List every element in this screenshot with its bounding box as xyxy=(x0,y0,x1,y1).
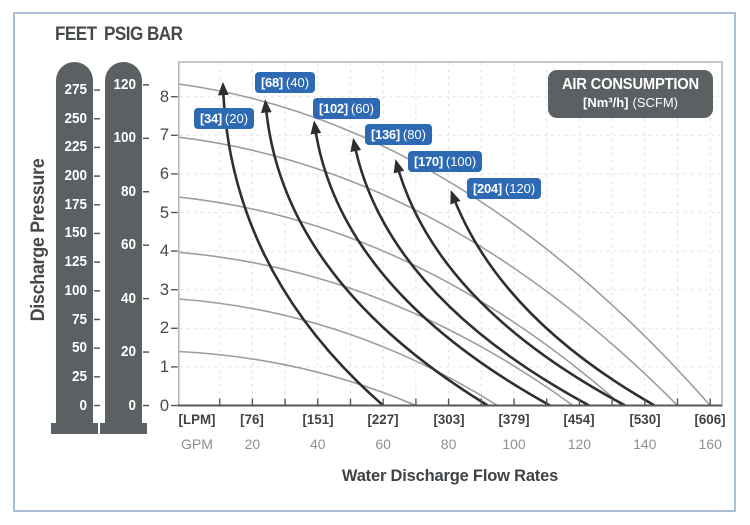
air-label-nm3h: [204] xyxy=(473,181,502,196)
air-label-badge: [34] (20) xyxy=(194,108,255,129)
scale-header-psig: PSIG xyxy=(104,24,143,45)
psig-scale-label: 120 xyxy=(113,75,136,93)
air-label-badge: [170] (100) xyxy=(408,151,483,172)
air-label-scfm: (60) xyxy=(350,101,374,116)
air-consumption-curve xyxy=(350,137,590,407)
air-consumption-curve xyxy=(393,159,626,407)
feet-scale-label: 200 xyxy=(64,167,87,185)
pressure-curve xyxy=(178,83,711,407)
legend-units-nm3h: [Nm³/h] xyxy=(583,95,629,110)
bar-axis-label: 5 xyxy=(159,203,169,222)
air-label-nm3h: [170] xyxy=(414,154,443,169)
feet-scale-label: 75 xyxy=(71,310,87,328)
pressure-curve xyxy=(178,136,679,407)
air-consumption-curve xyxy=(310,120,551,407)
psig-scale-bar xyxy=(105,62,142,423)
air-label-nm3h: [34] xyxy=(200,111,222,126)
bar-axis-label: 6 xyxy=(159,164,169,183)
feet-scale-label: 50 xyxy=(71,339,87,357)
bar-axis-label: 0 xyxy=(159,396,169,415)
air-label-nm3h: [136] xyxy=(371,127,400,142)
legend-units: [Nm³/h] (SCFM) xyxy=(548,95,713,110)
psig-scale-label: 40 xyxy=(120,289,136,307)
psig-scale-label: 100 xyxy=(113,129,136,147)
x-axis-label-gpm: 40 xyxy=(310,436,326,452)
x-axis-label-lpm: [303] xyxy=(433,411,465,427)
feet-scale-label: 125 xyxy=(64,253,87,271)
feet-scale-bar xyxy=(56,62,93,423)
psig-scale-label: 80 xyxy=(120,182,136,200)
feet-scale-label: 175 xyxy=(64,195,87,213)
pressure-curve xyxy=(178,350,417,407)
bar-axis-label: 3 xyxy=(159,280,169,299)
x-axis-label-lpm: [454] xyxy=(563,411,595,427)
legend-units-scfm: (SCFM) xyxy=(632,95,679,110)
air-consumption-curve xyxy=(217,81,385,407)
x-axis-label-gpm: 60 xyxy=(375,436,391,452)
feet-scale-label: 25 xyxy=(71,367,87,385)
x-axis-label-lpm: [379] xyxy=(498,411,530,427)
feet-scale-label: 225 xyxy=(64,138,87,156)
bar-axis-label: 1 xyxy=(159,357,169,376)
legend-title: AIR CONSUMPTION xyxy=(561,76,700,93)
feet-scale-label: 250 xyxy=(64,109,87,127)
air-label-scfm: (40) xyxy=(285,75,310,90)
bar-axis-label: 2 xyxy=(159,319,169,338)
x-axis-label-lpm: [76] xyxy=(240,411,265,427)
bar-axis-label: 7 xyxy=(159,126,169,145)
x-axis-label-gpm: 120 xyxy=(567,436,592,452)
pressure-curve xyxy=(178,196,623,407)
feet-scale-label: 275 xyxy=(64,81,87,99)
feet-scale-label: 150 xyxy=(64,224,87,242)
psig-scale-label: 0 xyxy=(128,396,136,414)
x-axis-label-lpm: [530] xyxy=(629,411,661,427)
psig-scale-label: 20 xyxy=(120,343,136,361)
air-label-nm3h: [68] xyxy=(261,75,283,90)
feet-scale-label: 0 xyxy=(79,396,87,414)
x-axis-label-lpm: [227] xyxy=(367,411,399,427)
air-label-nm3h: [102] xyxy=(319,101,348,116)
air-label-badge: [102] (60) xyxy=(313,98,380,119)
air-label-scfm: (120) xyxy=(504,181,536,196)
air-label-badge: [136] (80) xyxy=(365,124,432,145)
feet-scale-label: 100 xyxy=(64,281,87,299)
x-axis-label-lpm: [606] xyxy=(694,411,726,427)
air-consumption-legend: AIR CONSUMPTION [Nm³/h] (SCFM) xyxy=(548,70,713,118)
air-consumption-curve xyxy=(260,99,489,407)
psig-scale-label: 60 xyxy=(120,236,136,254)
chart-border xyxy=(13,12,736,512)
x-axis-label-gpm: 20 xyxy=(244,436,261,452)
air-label-scfm: (20) xyxy=(224,111,249,126)
x-axis-label-lpm: [151] xyxy=(302,411,334,427)
air-label-badge: [204] (120) xyxy=(467,178,542,199)
feet-scale-base xyxy=(51,423,98,434)
x-axis-label-gpm: 100 xyxy=(502,436,526,452)
x-axis-label-gpm: 80 xyxy=(440,436,457,452)
bar-axis-label: 8 xyxy=(159,87,169,106)
x-axis-unit-gpm: GPM xyxy=(181,436,213,452)
scale-header-bar: BAR xyxy=(147,24,183,45)
air-label-scfm: (100) xyxy=(445,154,477,169)
x-axis-title: Water Discharge Flow Rates xyxy=(341,466,559,485)
pressure-curve xyxy=(178,298,499,407)
air-consumption-curve xyxy=(450,190,656,407)
x-axis-label-gpm: 140 xyxy=(633,436,657,452)
pressure-curve xyxy=(178,251,574,407)
air-label-badge: [68] (40) xyxy=(255,72,316,93)
bar-axis-label: 4 xyxy=(159,242,169,261)
x-axis-unit-lpm: [LPM] xyxy=(178,411,216,427)
x-axis-label-gpm: 160 xyxy=(698,436,722,452)
scale-header-feet: FEET xyxy=(55,24,97,45)
psig-scale-base xyxy=(100,423,147,434)
air-label-scfm: (80) xyxy=(402,127,426,142)
